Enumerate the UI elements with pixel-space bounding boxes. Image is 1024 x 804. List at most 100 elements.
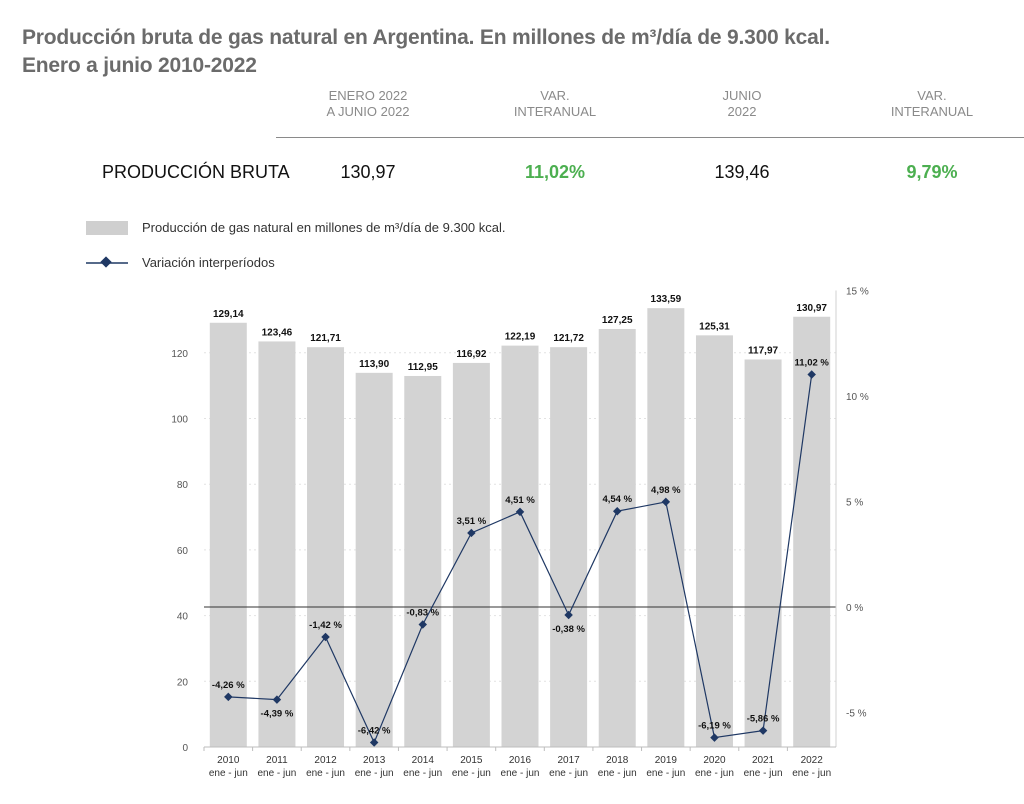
x-tick-sublabel: ene - jun [452,768,491,779]
x-tick-label: 2014 [412,755,435,766]
x-tick-label: 2019 [655,755,678,766]
variation-label: -5,86 % [747,714,780,725]
legend-line-swatch [86,255,128,268]
x-tick-label: 2017 [557,755,580,766]
summary-value-4: 9,79% [906,162,958,182]
x-tick-label: 2022 [801,755,824,766]
variation-point [418,620,428,629]
bar-value-label: 130,97 [796,303,827,314]
summary-value-2: 11,02% [524,162,586,182]
variation-point [321,632,330,642]
variation-point [467,528,476,538]
x-tick-sublabel: ene - jun [403,768,442,779]
bar-value-label: 129,14 [213,309,244,320]
y-left-tick-label: 20 [177,677,189,688]
x-tick-sublabel: ene - jun [209,768,248,779]
x-tick-sublabel: ene - jun [598,768,637,779]
x-tick-label: 2013 [363,755,386,766]
variation-label: -0,38 % [552,624,585,635]
x-tick-sublabel: ene - jun [744,768,783,779]
x-tick-label: 2012 [314,755,337,766]
legend-bar-swatch [86,220,128,235]
y-left-tick-label: 80 [177,480,189,491]
variation-point [661,497,671,507]
x-tick-label: 2011 [266,755,288,766]
bar-value-label: 121,71 [310,333,341,344]
summary-header: ENERO 2022 A JUNIO 2022 VAR. INTERANUAL … [0,88,1024,128]
y-right-tick-label: 15 % [846,287,869,298]
legend-bars-label: Producción de gas natural en millones de… [142,220,506,235]
summary-row-label: PRODUCCIÓN BRUTA [102,162,290,182]
x-tick-sublabel: ene - jun [306,768,345,779]
y-left-tick-label: 40 [177,612,189,623]
variation-label: 4,54 % [602,494,632,505]
x-tick-sublabel: ene - jun [501,768,540,779]
x-tick-sublabel: ene - jun [549,768,588,779]
summary-header-4: VAR. INTERANUAL [890,88,974,119]
bar-value-label: 133,59 [651,294,682,305]
bar [501,345,539,747]
y-left-tick-label: 0 [182,743,188,754]
x-tick-label: 2015 [460,755,483,766]
bar [307,347,345,747]
bar-value-label: 123,46 [262,327,293,338]
variation-label: 4,98 % [651,485,681,496]
legend-item-bars: Producción de gas natural en millones de… [86,220,506,235]
x-tick-sublabel: ene - jun [257,768,296,779]
bar [695,335,733,747]
bar [793,316,831,747]
bar [550,347,588,747]
y-right-tick-label: 5 % [846,498,863,509]
summary-value-3: 139,46 [714,162,770,182]
x-tick-sublabel: ene - jun [355,768,394,779]
variation-label: -4,26 % [212,680,245,691]
x-tick-label: 2021 [752,755,775,766]
bar-value-label: 117,97 [748,345,778,356]
summary-value-1: 130,97 [340,162,396,182]
title-line-2: Enero a junio 2010-2022 [22,54,257,77]
legend-item-line: Variación interperíodos [86,255,275,270]
variation-label: -1,42 % [309,620,342,631]
bar [404,375,442,747]
y-right-tick-label: -5 % [846,709,867,720]
y-left-tick-label: 60 [177,546,189,557]
bar [744,359,782,747]
summary-divider [276,137,1024,138]
y-left-tick-label: 120 [171,349,188,360]
variation-point [369,738,379,747]
variation-label: -6,19 % [698,721,731,732]
x-tick-label: 2018 [606,755,629,766]
bar [258,341,296,747]
y-left-tick-label: 100 [171,415,188,426]
variation-label: 4,51 % [505,495,535,506]
axis-layer: 0 20 40 60 80 100 120 -5 % 0 % 5 % 10 % 15 % 2010 ene… [171,287,869,780]
x-tick-sublabel: ene - jun [695,768,734,779]
y-right-tick-label: 10 % [846,392,869,403]
y-right-tick-label: 0 % [846,603,863,614]
legend-line-label: Variación interperíodos [142,255,275,270]
summary-header-2: VAR. INTERANUAL [513,88,597,119]
bar-value-label: 127,25 [602,315,633,326]
variation-point [272,695,282,704]
summary-header-3: JUNIO 2022 [722,88,762,119]
bar-value-label: 116,92 [456,349,486,360]
summary-header-1: ENERO 2022 A JUNIO 2022 [326,88,410,119]
variation-point [807,370,816,379]
bar-value-label: 122,19 [505,332,536,343]
x-tick-label: 2010 [217,755,240,766]
bar [647,308,685,747]
variation-label: -4,39 % [261,709,294,720]
x-tick-label: 2016 [509,755,532,766]
x-tick-sublabel: ene - jun [646,768,685,779]
title-line-1: Producción bruta de gas natural en Argen… [22,26,830,49]
variation-label: 3,51 % [457,516,487,527]
bars-layer: 129,14 123,46 121,71 113,90 112,95 116,92 122,… [209,294,831,747]
variation-label: -0,83 % [406,608,439,619]
combo-chart: 129,14 123,46 121,71 113,90 112,95 116,92 122,… [171,287,869,780]
bar [355,372,393,747]
x-tick-label: 2020 [703,755,726,766]
bar-value-label: 112,95 [408,362,438,373]
bar [209,322,247,747]
variation-label: -6,42 % [358,725,391,736]
variation-label: 11,02 % [795,357,830,368]
